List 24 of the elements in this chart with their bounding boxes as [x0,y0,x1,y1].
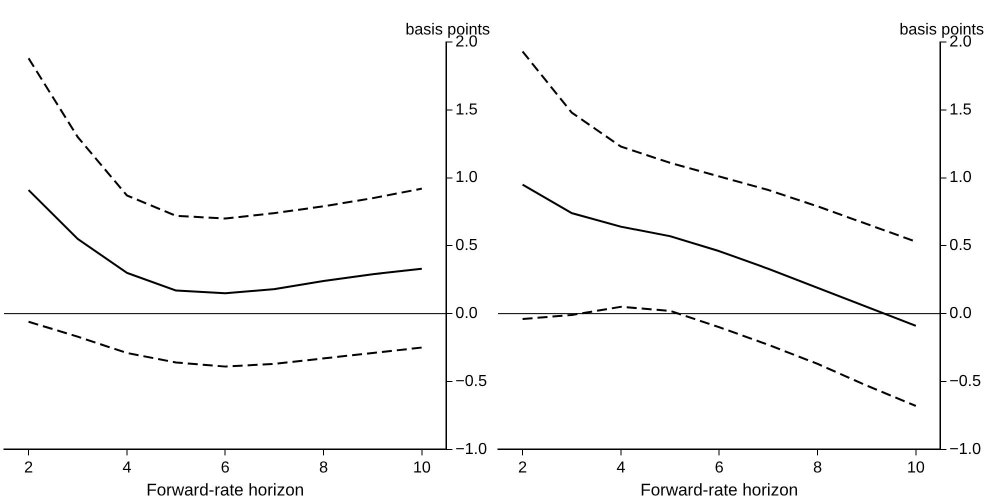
y-tick-label: −1.0 [949,440,982,458]
x-tick-label: 2 [24,459,34,476]
y-tick-label: 0.0 [949,305,972,322]
x-tick-label: 10 [906,459,925,476]
x-axis-title: Forward-rate horizon [146,480,304,500]
x-tick-label: 6 [714,459,724,476]
y-tick-label: 0.5 [949,237,972,254]
y-tick-label: −0.5 [455,372,488,390]
x-axis-title: Forward-rate horizon [640,480,798,500]
y-tick-label: −0.5 [949,372,982,390]
y-tick-label: 0.0 [455,305,478,322]
x-tick-label: 4 [122,459,132,476]
x-tick-label: 4 [616,459,626,476]
x-tick-label: 10 [412,459,431,476]
y-tick-label: 1.0 [455,169,478,186]
x-tick-label: 2 [518,459,528,476]
x-tick-label: 6 [220,459,230,476]
y-tick-label: 1.5 [455,101,478,118]
y-tick-label: 0.5 [455,237,478,254]
y-tick-label: 1.5 [949,101,972,118]
x-tick-label: 8 [813,459,822,476]
y-tick-label: 1.0 [949,169,972,186]
y-tick-label: −1.0 [455,440,488,458]
x-tick-label: 8 [319,459,328,476]
